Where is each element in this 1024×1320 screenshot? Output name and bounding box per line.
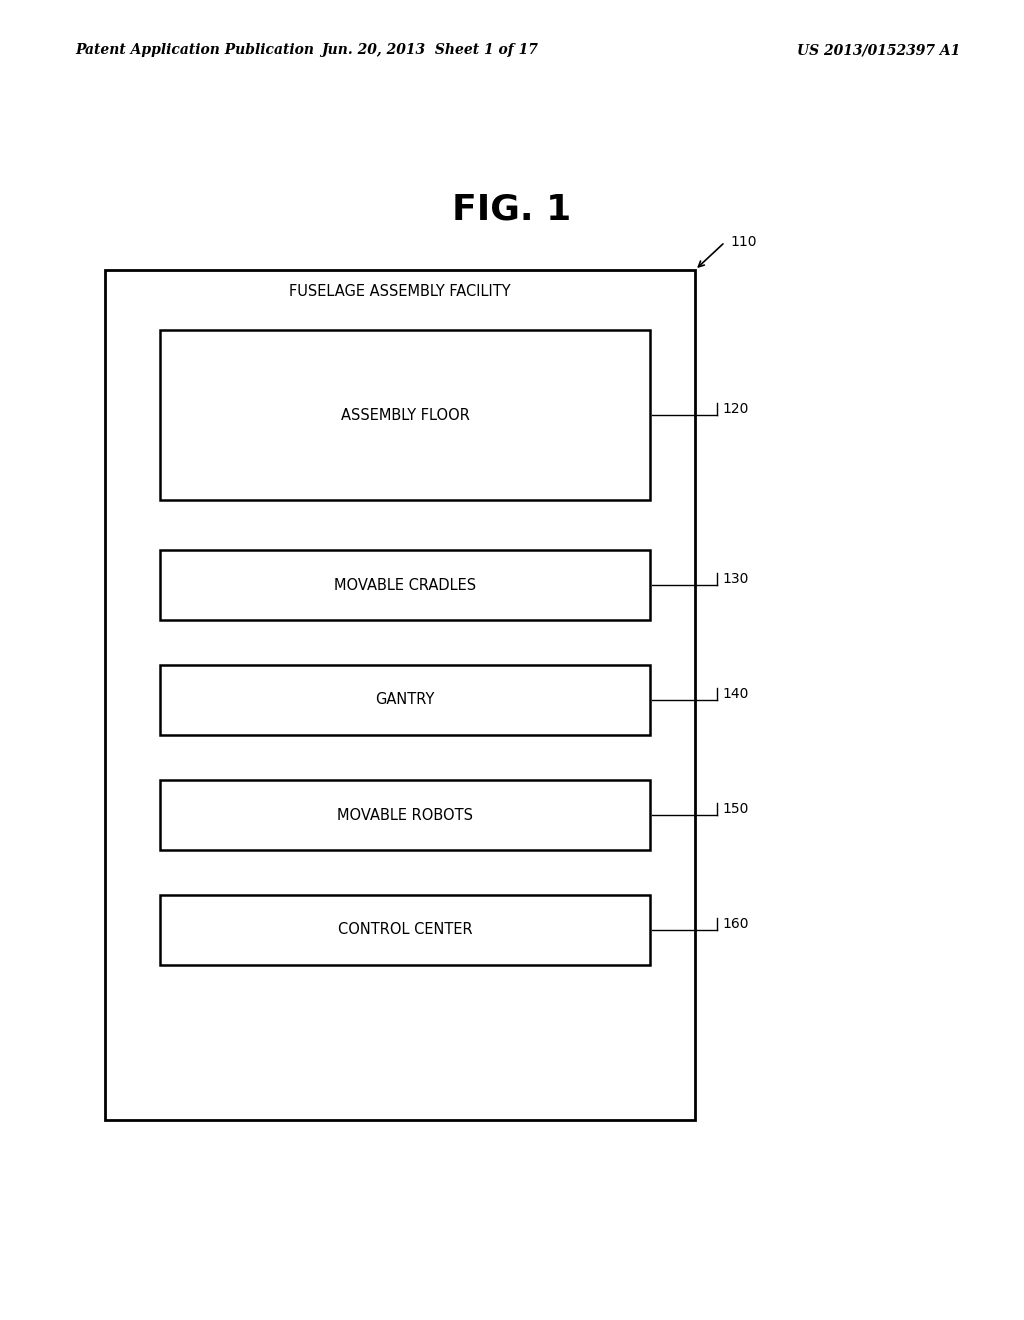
- Bar: [160, 665, 650, 735]
- Text: US 2013/0152397 A1: US 2013/0152397 A1: [797, 44, 961, 57]
- Bar: [105, 271, 695, 1119]
- Text: 110: 110: [730, 235, 757, 249]
- Bar: [160, 895, 650, 965]
- Text: GANTRY: GANTRY: [376, 693, 434, 708]
- Text: FUSELAGE ASSEMBLY FACILITY: FUSELAGE ASSEMBLY FACILITY: [289, 285, 511, 300]
- Text: 120: 120: [722, 403, 749, 416]
- Text: CONTROL CENTER: CONTROL CENTER: [338, 923, 472, 937]
- Text: MOVABLE CRADLES: MOVABLE CRADLES: [334, 578, 476, 593]
- Text: 150: 150: [722, 803, 749, 816]
- Bar: [160, 550, 650, 620]
- Text: FIG. 1: FIG. 1: [453, 193, 571, 227]
- Text: MOVABLE ROBOTS: MOVABLE ROBOTS: [337, 808, 473, 822]
- Bar: [160, 780, 650, 850]
- Bar: [160, 330, 650, 500]
- Text: Patent Application Publication: Patent Application Publication: [75, 44, 314, 57]
- Text: 140: 140: [722, 686, 749, 701]
- Text: 160: 160: [722, 917, 749, 931]
- Text: ASSEMBLY FLOOR: ASSEMBLY FLOOR: [341, 408, 469, 422]
- Text: Jun. 20, 2013  Sheet 1 of 17: Jun. 20, 2013 Sheet 1 of 17: [322, 44, 539, 57]
- Text: 130: 130: [722, 572, 749, 586]
